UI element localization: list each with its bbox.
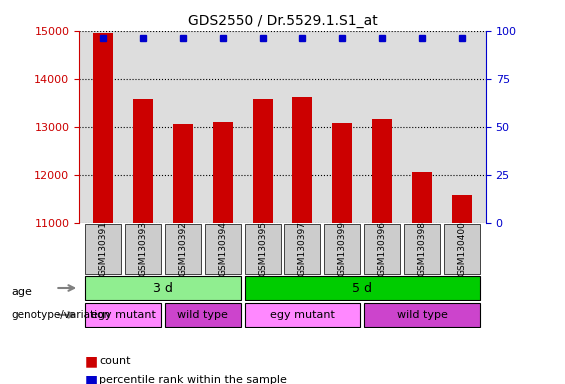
Text: genotype/variation: genotype/variation <box>11 310 110 320</box>
FancyBboxPatch shape <box>85 276 241 300</box>
FancyBboxPatch shape <box>245 303 360 327</box>
Text: ■: ■ <box>85 373 98 384</box>
Text: GSM130397: GSM130397 <box>298 221 307 276</box>
Text: GSM130400: GSM130400 <box>458 221 467 276</box>
Bar <box>173 124 193 223</box>
Title: GDS2550 / Dr.5529.1.S1_at: GDS2550 / Dr.5529.1.S1_at <box>188 14 377 28</box>
Text: GSM130399: GSM130399 <box>338 221 347 276</box>
Text: GSM130393: GSM130393 <box>138 221 147 276</box>
FancyBboxPatch shape <box>125 224 161 273</box>
FancyBboxPatch shape <box>205 224 241 273</box>
Text: 5 d: 5 d <box>352 281 372 295</box>
FancyBboxPatch shape <box>245 276 480 300</box>
FancyBboxPatch shape <box>404 224 440 273</box>
Text: age: age <box>11 287 32 297</box>
Text: GSM130391: GSM130391 <box>98 221 107 276</box>
Bar <box>253 99 272 223</box>
Text: GSM130392: GSM130392 <box>179 221 187 276</box>
FancyBboxPatch shape <box>165 303 241 327</box>
FancyBboxPatch shape <box>85 303 161 327</box>
Text: count: count <box>99 356 131 366</box>
FancyBboxPatch shape <box>245 224 280 273</box>
Text: GSM130395: GSM130395 <box>258 221 267 276</box>
Text: percentile rank within the sample: percentile rank within the sample <box>99 375 287 384</box>
Text: 3 d: 3 d <box>153 281 173 295</box>
FancyBboxPatch shape <box>364 303 480 327</box>
Text: GSM130398: GSM130398 <box>418 221 427 276</box>
Bar <box>212 122 233 223</box>
Text: ■: ■ <box>85 354 98 368</box>
Bar <box>332 123 353 223</box>
FancyBboxPatch shape <box>444 224 480 273</box>
Text: egy mutant: egy mutant <box>90 310 155 320</box>
Bar <box>293 97 312 223</box>
Bar <box>412 172 432 223</box>
Text: egy mutant: egy mutant <box>270 310 335 320</box>
FancyBboxPatch shape <box>285 224 320 273</box>
Bar <box>93 33 113 223</box>
Bar <box>452 195 472 223</box>
Text: wild type: wild type <box>397 310 447 320</box>
FancyBboxPatch shape <box>85 224 121 273</box>
Text: GSM130394: GSM130394 <box>218 221 227 276</box>
FancyBboxPatch shape <box>165 224 201 273</box>
Text: wild type: wild type <box>177 310 228 320</box>
FancyBboxPatch shape <box>364 224 400 273</box>
FancyBboxPatch shape <box>324 224 360 273</box>
Bar <box>133 99 153 223</box>
Text: GSM130396: GSM130396 <box>378 221 386 276</box>
Bar <box>372 119 392 223</box>
